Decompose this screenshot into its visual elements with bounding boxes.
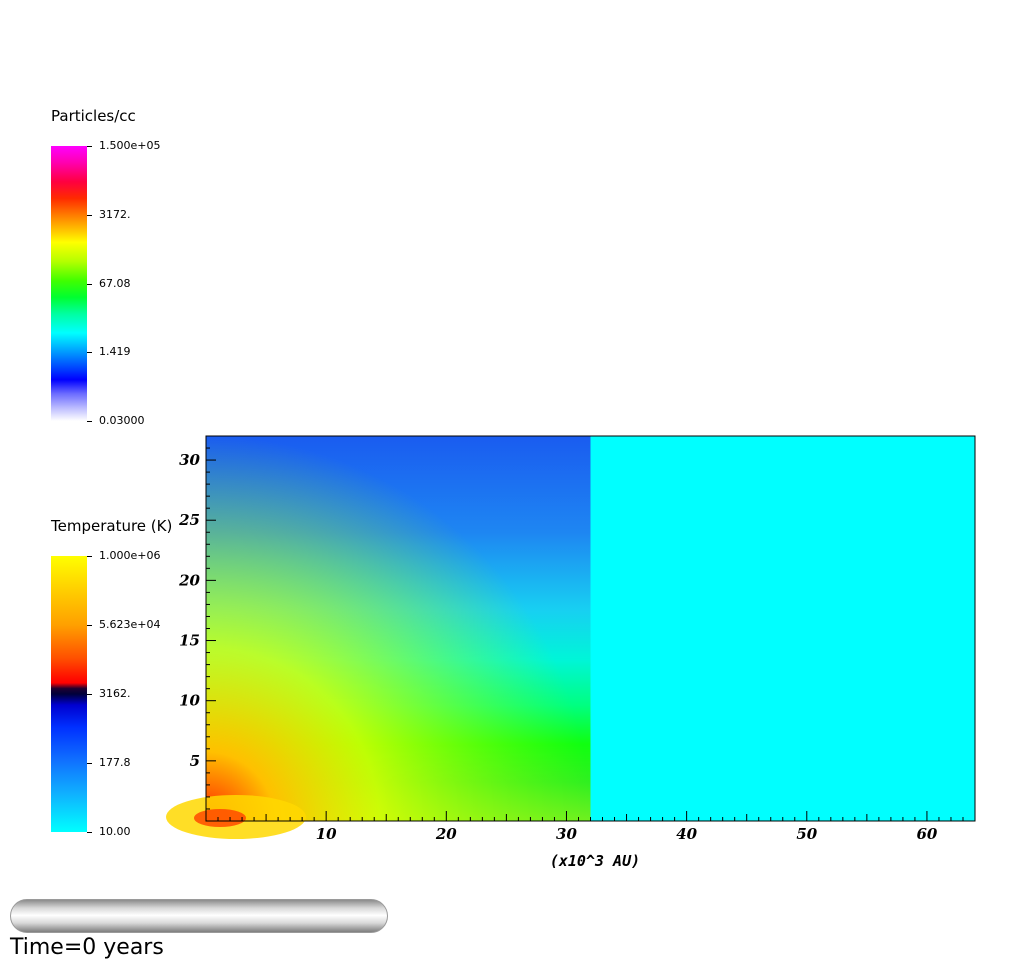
time-label: Time=0 years xyxy=(10,935,164,960)
temperature-legend-tick-label: 10.00 xyxy=(99,825,131,838)
y-tick-label: 20 xyxy=(178,571,200,589)
plot-area xyxy=(166,435,976,839)
density-legend-tick-label: 1.500e+05 xyxy=(99,139,161,152)
temperature-legend-tickmark xyxy=(87,832,92,833)
density-legend-tick-label: 1.419 xyxy=(99,345,131,358)
density-legend-tick-label: 67.08 xyxy=(99,277,131,290)
temperature-legend-title: Temperature (K) xyxy=(51,517,173,535)
x-tick-label: 50 xyxy=(796,825,817,843)
y-axis: 5 10 15 20 25 30 xyxy=(178,447,216,810)
density-legend-tickmark xyxy=(87,146,92,147)
temperature-legend-tickmark xyxy=(87,694,92,695)
density-legend-tickmark xyxy=(87,215,92,216)
density-legend-tickmark xyxy=(87,421,92,422)
x-tick-label: 10 xyxy=(316,825,337,843)
density-colorbar xyxy=(51,146,87,421)
y-tick-label: 5 xyxy=(190,752,200,770)
temperature-legend-tick-label: 1.000e+06 xyxy=(99,549,161,562)
time-slider[interactable] xyxy=(10,899,388,933)
density-legend-tick-label: 3172. xyxy=(99,208,131,221)
density-legend-tickmark xyxy=(87,284,92,285)
hotspot-overlay xyxy=(206,436,591,821)
x-axis: 10 20 30 40 50 60 xyxy=(217,811,964,843)
x-axis-title: (x10^3 AU) xyxy=(550,852,640,870)
density-legend-tickmark xyxy=(87,352,92,353)
x-tick-label: 40 xyxy=(676,825,697,843)
y-tick-label: 15 xyxy=(179,632,200,650)
temperature-legend-tickmark xyxy=(87,556,92,557)
y-tick-label: 10 xyxy=(179,692,200,710)
plot-canvas: 10 20 30 40 50 60 5 10 15 20 25 30 (x10^3 AU) xyxy=(166,435,976,870)
x-tick-label: 60 xyxy=(917,825,938,843)
density-legend-tick-label: 0.03000 xyxy=(99,414,145,427)
hotspot-center xyxy=(194,809,246,827)
y-tick-label: 25 xyxy=(178,511,200,529)
temperature-legend-tickmark xyxy=(87,763,92,764)
density-legend-title: Particles/cc xyxy=(51,107,136,125)
temperature-colorbar xyxy=(51,556,87,832)
temperature-legend-tick-label: 5.623e+04 xyxy=(99,618,161,631)
uniform-region xyxy=(590,436,975,821)
temperature-legend-tickmark xyxy=(87,625,92,626)
temperature-legend-tick-label: 3162. xyxy=(99,687,131,700)
temperature-legend-tick-label: 177.8 xyxy=(99,756,131,769)
x-tick-label: 20 xyxy=(435,825,457,843)
x-tick-label: 30 xyxy=(556,825,577,843)
y-tick-label: 30 xyxy=(179,451,200,469)
